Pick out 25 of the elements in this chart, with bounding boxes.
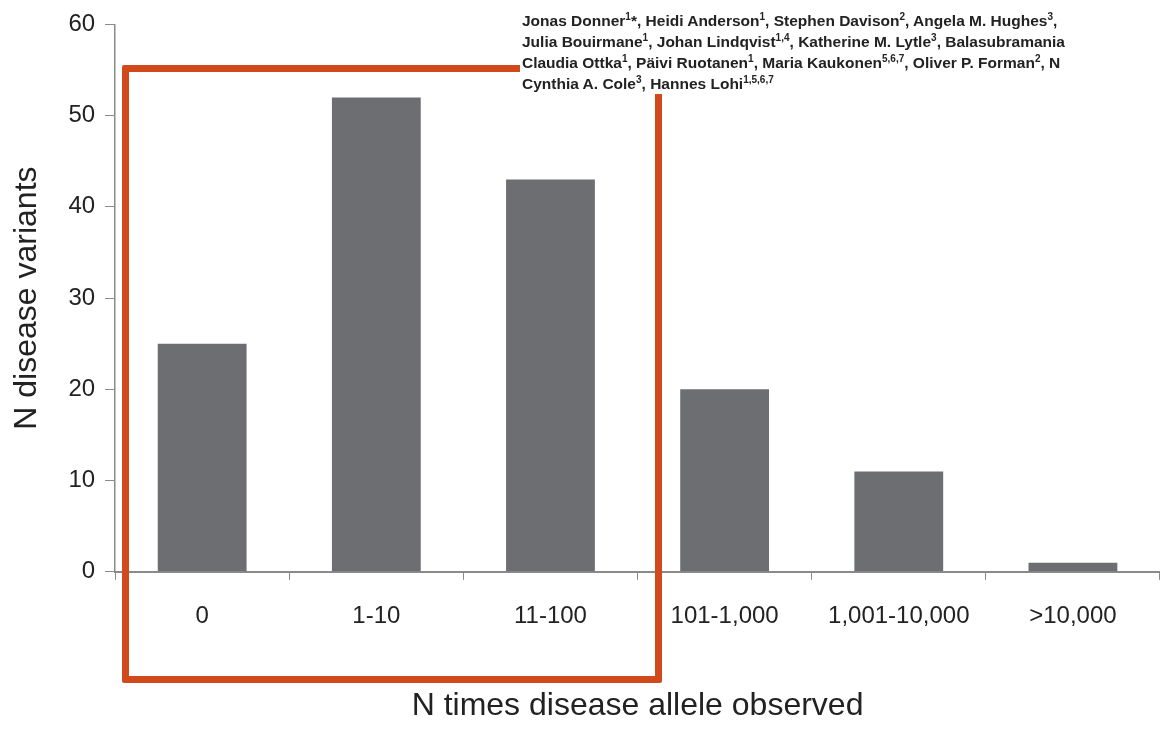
y-tick-label: 60 xyxy=(68,9,96,37)
annotation: Julia Bouirmane$^{1}$, Johan Lindqvist$^{1,4}$, Katherine M. Lytle$^{3}$, Balasubramania xyxy=(522,31,1065,52)
bar xyxy=(1028,562,1118,572)
y-tick-label: 40 xyxy=(68,191,96,219)
x-tick-label: 11-100 xyxy=(514,600,587,628)
text: Claudia Ottka$^{1}$, Päivi Ruotanen$^{1}$, Maria Kaukonen$^{5,6,7}$, Oliver P. Forman$^{2}$, N xyxy=(522,52,1061,71)
y-axis-title: N disease variants xyxy=(7,166,44,430)
bar xyxy=(854,471,944,572)
text: Jonas Donner$^{1}$*, Heidi Anderson$^{1}$, Stephen Davison$^{2}$, Angela M. Hughes$^{3}$, xyxy=(522,10,1058,29)
y-tick-label: 50 xyxy=(68,100,96,128)
y-tick-label: 20 xyxy=(68,373,96,401)
x-tick-label: 0 xyxy=(195,600,209,628)
x-axis-title: N times disease allele observed xyxy=(411,685,864,722)
bar xyxy=(157,343,247,572)
bar xyxy=(680,389,770,572)
x-tick-label: >10,000 xyxy=(1029,600,1117,628)
x-tick-label: 1-10 xyxy=(352,600,401,628)
x-tick-label: 101-1,000 xyxy=(670,600,779,628)
bar xyxy=(331,97,421,572)
y-tick-label: 0 xyxy=(81,556,96,584)
y-tick-label: 10 xyxy=(68,465,96,493)
y-tick-label: 30 xyxy=(68,282,96,310)
x-tick-label: 1,001-10,000 xyxy=(828,600,970,628)
annotation: Cynthia A. Cole$^{3}$, Hannes Lohi$^{1,5,6,7}$ xyxy=(522,73,775,94)
bar xyxy=(506,179,595,572)
